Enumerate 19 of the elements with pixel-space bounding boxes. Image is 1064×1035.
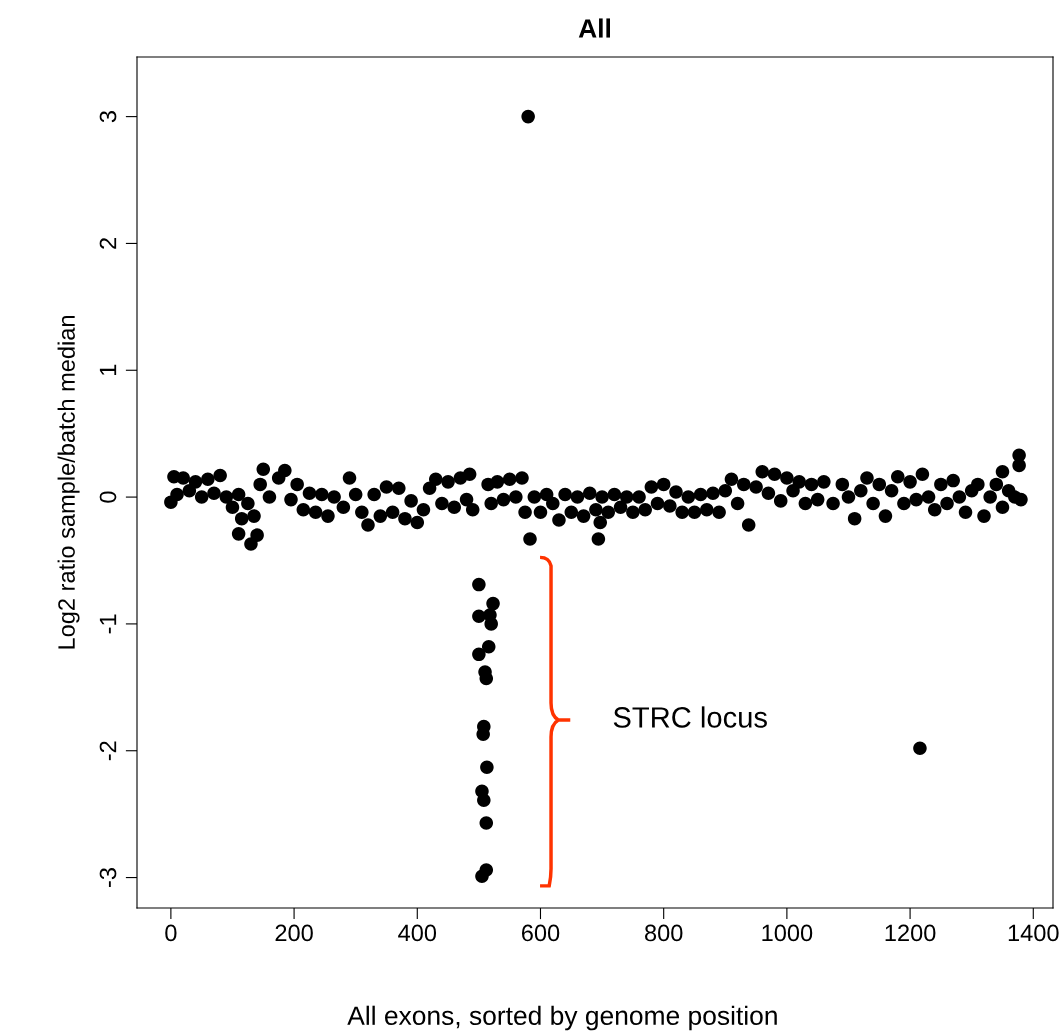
chart-title: All (578, 18, 610, 38)
y-tick-label: -1 (99, 614, 117, 634)
x-axis-title: All exons, sorted by genome position (347, 1005, 777, 1031)
annotation: STRC locus (613, 706, 767, 728)
y-tick-label: 1 (99, 364, 117, 376)
y-tick-label: -3 (99, 868, 117, 888)
x-tick-label: 800 (645, 924, 683, 942)
x-tick-label: 1000 (762, 924, 813, 942)
x-tick-label: 400 (398, 924, 437, 942)
x-tick-label: 600 (521, 924, 560, 942)
x-tick-label: 1400 (1008, 924, 1059, 942)
y-tick-label: 3 (99, 111, 117, 123)
x-tick-label: 1200 (885, 924, 936, 942)
x-tick-label: 0 (165, 924, 177, 942)
y-axis-title: Log2 ratio sample/batch median (57, 316, 80, 649)
y-tick-label: 2 (99, 238, 117, 249)
y-tick-label: 0 (99, 491, 117, 503)
y-tick-label: -2 (99, 741, 117, 761)
x-tick-label: 200 (275, 924, 313, 942)
